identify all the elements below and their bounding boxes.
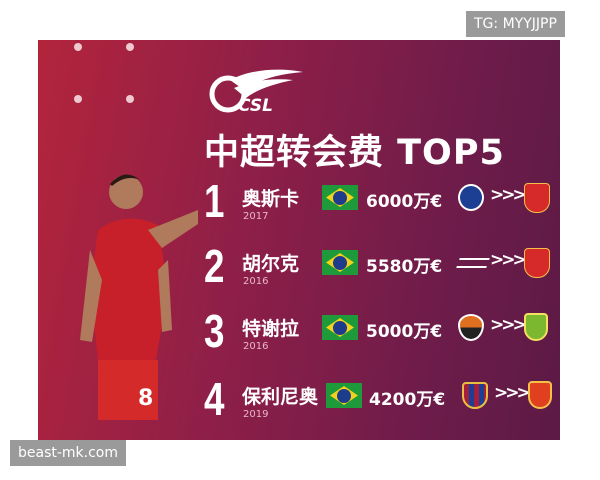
decor-dot: [74, 43, 82, 51]
jiangsu-suning-crest-icon: [524, 313, 548, 341]
transfer-year: 2016: [243, 341, 269, 352]
player-image: 8: [80, 174, 198, 420]
csl-logo-text: CSL: [238, 96, 273, 116]
ranking-row: 1 奥斯卡 2017 6000万€ >>>: [38, 174, 560, 234]
arrow-icon: >>>: [494, 383, 531, 403]
poster: CSL 中超转会费 TOP5 8 1 奥斯卡 2017 6000万€ >>> 2…: [38, 40, 560, 440]
chelsea-crest-icon: [458, 184, 484, 211]
csl-logo-icon: [209, 69, 303, 113]
arrow-icon: >>>: [490, 315, 527, 335]
page-title: 中超转会费 TOP5: [204, 133, 505, 173]
rank: 1: [204, 175, 225, 227]
arrow-icon: >>>: [490, 185, 527, 205]
decor-dot: [126, 95, 134, 103]
ranking-row: 2 胡尔克 2016 5580万€ >>>: [38, 239, 560, 299]
brazil-flag-icon: [322, 315, 358, 340]
shanghai-sipg-crest-icon: [524, 183, 550, 213]
transfer-year: 2016: [243, 276, 269, 287]
ranking-row: 3 特谢拉 2016 5000万€ >>>: [38, 304, 560, 364]
brazil-flag-icon: [326, 383, 362, 408]
rank: 3: [204, 305, 225, 357]
barcelona-crest-icon: [462, 382, 488, 409]
watermark-bottom: beast-mk.com: [10, 440, 127, 466]
shanghai-sipg-crest-icon: [524, 248, 550, 278]
player-name: 特谢拉: [242, 318, 300, 340]
transfer-year: 2017: [243, 211, 269, 222]
shakhtar-crest-icon: [458, 314, 484, 341]
decor-dot: [74, 95, 82, 103]
watermark-top: TG: MYYJJPP: [466, 11, 565, 37]
brazil-flag-icon: [322, 185, 358, 210]
rank: 4: [204, 373, 225, 425]
arrow-icon: >>>: [490, 250, 527, 270]
player-name: 胡尔克: [242, 253, 300, 275]
transfer-year: 2019: [243, 409, 269, 420]
rank: 2: [204, 240, 225, 292]
transfer-fee: 5000万€: [366, 322, 443, 342]
transfer-fee: 4200万€: [369, 390, 446, 410]
player-name: 奥斯卡: [242, 188, 300, 210]
brazil-flag-icon: [322, 250, 358, 275]
jersey-number: 8: [138, 386, 153, 411]
zenit-logo-icon: [456, 258, 490, 268]
transfer-fee: 5580万€: [366, 257, 443, 277]
decor-dot: [126, 43, 134, 51]
transfer-fee: 6000万€: [366, 192, 443, 212]
guangzhou-evergrande-crest-icon: [528, 381, 552, 409]
ranking-row: 4 保利尼奥 2019 4200万€ >>>: [38, 372, 560, 432]
player-name: 保利尼奥: [242, 386, 319, 408]
